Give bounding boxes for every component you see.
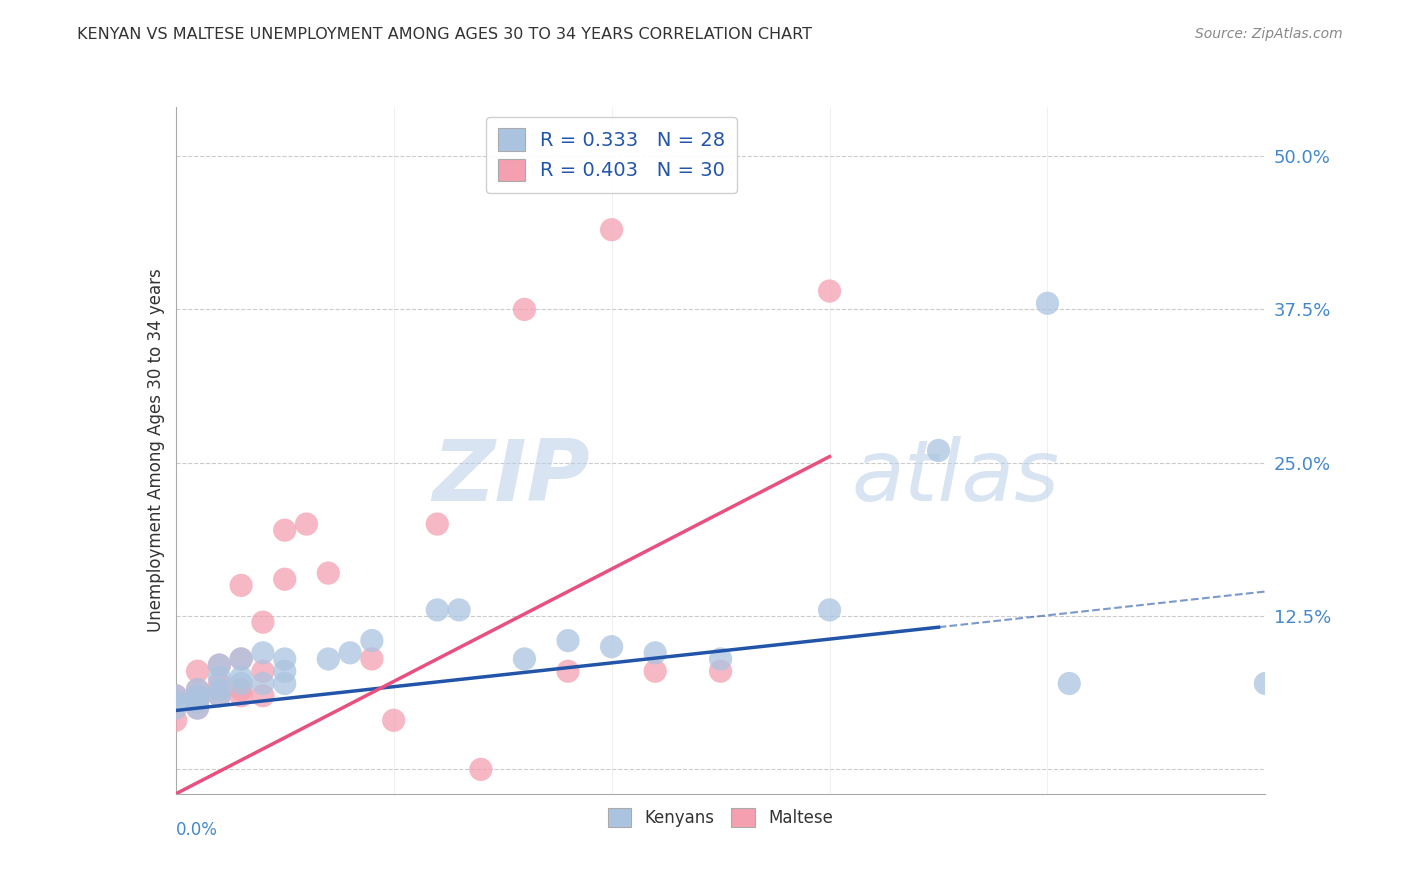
Point bbox=[186, 695, 209, 709]
Point bbox=[274, 664, 297, 679]
Point bbox=[252, 676, 274, 690]
Point bbox=[382, 714, 405, 728]
Point bbox=[360, 652, 382, 666]
Point bbox=[165, 714, 187, 728]
Point bbox=[1254, 676, 1277, 690]
Point bbox=[208, 689, 231, 703]
Point bbox=[447, 603, 470, 617]
Point bbox=[557, 633, 579, 648]
Point bbox=[208, 676, 231, 690]
Legend: Kenyans, Maltese: Kenyans, Maltese bbox=[602, 801, 839, 834]
Point bbox=[644, 646, 666, 660]
Point bbox=[186, 695, 209, 709]
Point bbox=[165, 695, 187, 709]
Point bbox=[252, 646, 274, 660]
Point bbox=[165, 689, 187, 703]
Point bbox=[318, 652, 340, 666]
Point bbox=[1057, 676, 1080, 690]
Point bbox=[252, 664, 274, 679]
Point bbox=[710, 652, 733, 666]
Point bbox=[208, 689, 231, 703]
Point bbox=[318, 566, 340, 581]
Point bbox=[186, 701, 209, 715]
Point bbox=[295, 517, 318, 532]
Text: 0.0%: 0.0% bbox=[176, 822, 218, 839]
Point bbox=[231, 652, 253, 666]
Point bbox=[274, 676, 297, 690]
Point bbox=[818, 603, 841, 617]
Point bbox=[208, 658, 231, 673]
Point bbox=[231, 578, 253, 592]
Point bbox=[360, 633, 382, 648]
Point bbox=[186, 701, 209, 715]
Point bbox=[513, 652, 536, 666]
Text: atlas: atlas bbox=[852, 436, 1059, 519]
Point bbox=[165, 701, 187, 715]
Point bbox=[557, 664, 579, 679]
Point bbox=[231, 652, 253, 666]
Point bbox=[818, 284, 841, 298]
Point bbox=[231, 689, 253, 703]
Point bbox=[426, 603, 449, 617]
Point bbox=[165, 689, 187, 703]
Point bbox=[252, 615, 274, 630]
Point bbox=[600, 223, 623, 237]
Point bbox=[274, 523, 297, 537]
Text: ZIP: ZIP bbox=[432, 436, 591, 519]
Text: KENYAN VS MALTESE UNEMPLOYMENT AMONG AGES 30 TO 34 YEARS CORRELATION CHART: KENYAN VS MALTESE UNEMPLOYMENT AMONG AGE… bbox=[77, 27, 813, 42]
Point bbox=[231, 670, 253, 684]
Point bbox=[1036, 296, 1059, 310]
Point bbox=[644, 664, 666, 679]
Point bbox=[208, 658, 231, 673]
Point bbox=[274, 652, 297, 666]
Point bbox=[600, 640, 623, 654]
Point bbox=[426, 517, 449, 532]
Point bbox=[186, 689, 209, 703]
Point bbox=[274, 572, 297, 586]
Point bbox=[186, 682, 209, 697]
Point bbox=[252, 689, 274, 703]
Point bbox=[208, 682, 231, 697]
Point bbox=[470, 762, 492, 776]
Point bbox=[186, 664, 209, 679]
Point bbox=[513, 302, 536, 317]
Point bbox=[208, 670, 231, 684]
Y-axis label: Unemployment Among Ages 30 to 34 years: Unemployment Among Ages 30 to 34 years bbox=[146, 268, 165, 632]
Point bbox=[710, 664, 733, 679]
Point bbox=[186, 682, 209, 697]
Text: Source: ZipAtlas.com: Source: ZipAtlas.com bbox=[1195, 27, 1343, 41]
Point bbox=[231, 676, 253, 690]
Point bbox=[339, 646, 361, 660]
Point bbox=[928, 443, 950, 458]
Point bbox=[231, 682, 253, 697]
